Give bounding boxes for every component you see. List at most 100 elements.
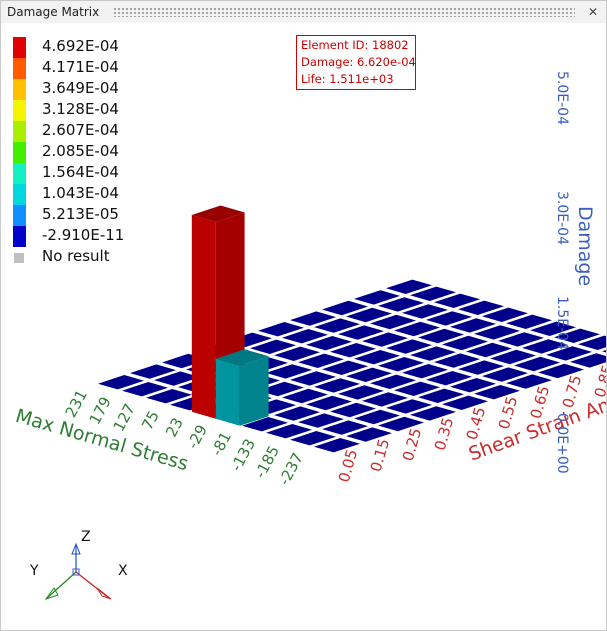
damage-bar[interactable] xyxy=(215,349,269,426)
floor-tile xyxy=(490,349,536,365)
floor-tile xyxy=(378,357,424,372)
x-tick-label: 127 xyxy=(110,401,139,435)
floor-tile xyxy=(298,353,344,368)
axis-triad: Z Y X xyxy=(29,529,128,600)
legend-entry: -2.910E-11 xyxy=(13,226,213,247)
triad-y-label: Y xyxy=(29,563,39,579)
triad-origin xyxy=(72,568,80,576)
floor-tile xyxy=(274,346,320,361)
floor-tile xyxy=(346,307,392,323)
z-tick-label: 0.0E+00 xyxy=(554,413,570,474)
floor-tile xyxy=(386,279,432,294)
floor-tile xyxy=(426,311,472,326)
floor-tile xyxy=(378,416,424,432)
legend-label: 1.564E-04 xyxy=(42,163,119,181)
legend-entry: 2.085E-04 xyxy=(13,142,213,163)
triad-y-arrow xyxy=(44,587,59,600)
close-icon[interactable]: ✕ xyxy=(587,5,599,19)
x-tick-label: 23 xyxy=(162,415,187,440)
floor-tile xyxy=(322,360,368,375)
legend-swatch xyxy=(13,163,26,184)
floor-tile xyxy=(458,360,504,375)
floor-tile xyxy=(482,307,528,322)
floor-tile xyxy=(282,388,328,404)
z-axis-label: Damage xyxy=(574,206,596,286)
floor-tile xyxy=(354,350,400,365)
drag-grip[interactable] xyxy=(113,7,575,17)
floor-tile xyxy=(474,325,520,340)
floor-tile xyxy=(418,328,464,344)
floor-tile xyxy=(482,367,528,382)
floor-tile xyxy=(130,364,176,379)
floor-tile xyxy=(274,406,320,421)
bar-face-left xyxy=(191,215,216,419)
info-life: Life: 1.511e+03 xyxy=(301,72,394,86)
floor-tile xyxy=(546,346,592,361)
legend-entry: 1.564E-04 xyxy=(13,163,213,184)
window-title: Damage Matrix xyxy=(7,5,100,19)
title-bar[interactable]: Damage Matrix ✕ xyxy=(1,1,606,23)
legend-label: 2.085E-04 xyxy=(42,142,119,160)
z-axis: 0.0E+00 1.5E-04 3.0E-04 5.0E-04 Damage xyxy=(554,71,596,474)
legend-entry: 3.649E-04 xyxy=(13,79,213,100)
floor-tile xyxy=(522,339,568,354)
floor-tile xyxy=(378,297,424,312)
floor-tile xyxy=(578,335,606,350)
floor-tile xyxy=(386,339,432,354)
floor-tile xyxy=(314,378,360,393)
legend-entry: 1.043E-04 xyxy=(13,184,213,205)
floor-tile xyxy=(538,363,584,379)
floor-tile xyxy=(402,364,448,379)
floor-tile xyxy=(602,349,606,353)
bar-face-front xyxy=(239,356,269,426)
floor-tile xyxy=(530,321,576,336)
floor-tile xyxy=(306,336,352,351)
legend-entry: 3.128E-04 xyxy=(13,100,213,121)
legend-swatch xyxy=(13,100,26,121)
legend-swatch xyxy=(13,226,26,247)
legend-label: 2.607E-04 xyxy=(42,121,119,139)
floor-tile xyxy=(426,371,472,386)
legend-label: 5.213E-05 xyxy=(42,205,119,223)
legend-label: 4.171E-04 xyxy=(42,58,119,76)
floor-tile xyxy=(346,427,392,442)
floor-tile xyxy=(290,431,336,446)
floor-tile xyxy=(386,399,432,414)
floor-tile xyxy=(346,367,392,382)
floor-tile xyxy=(146,389,192,404)
z-tick-label: 5.0E-04 xyxy=(554,71,570,125)
floor-tile xyxy=(330,343,376,358)
floor-tile xyxy=(122,382,168,397)
floor-tile xyxy=(442,395,488,410)
bars-layer xyxy=(191,205,269,426)
triad-x-label: X xyxy=(118,563,128,579)
floor-tile xyxy=(322,420,368,435)
floor-tile xyxy=(266,364,312,379)
floor-tile xyxy=(330,402,376,418)
x-tick-label: 75 xyxy=(138,408,163,433)
floor-tile xyxy=(570,353,606,368)
bar-face-top xyxy=(191,205,245,222)
legend-entry: 2.607E-04 xyxy=(13,121,213,142)
floor-tile xyxy=(434,353,480,368)
floor-tile xyxy=(250,339,296,354)
z-tick-label: 1.5E-04 xyxy=(554,296,570,350)
floor-tile xyxy=(418,388,464,403)
legend-swatch xyxy=(13,37,26,58)
legend-label: 1.043E-04 xyxy=(42,184,119,202)
floor-tile xyxy=(338,325,384,340)
floor-tile xyxy=(434,293,480,308)
floor-tile xyxy=(410,346,456,361)
legend-label: -2.910E-11 xyxy=(42,226,125,244)
floor-tile xyxy=(498,332,544,347)
bar-face-top xyxy=(215,349,269,366)
floor-tile xyxy=(258,381,304,397)
floor-tile xyxy=(458,300,504,315)
floor-tile xyxy=(450,378,496,393)
x-tick-label: -29 xyxy=(184,422,211,452)
floor-tile xyxy=(290,311,336,326)
y-tick-label: 0.05 xyxy=(335,447,362,484)
legend-entry: 5.213E-05 xyxy=(13,205,213,226)
